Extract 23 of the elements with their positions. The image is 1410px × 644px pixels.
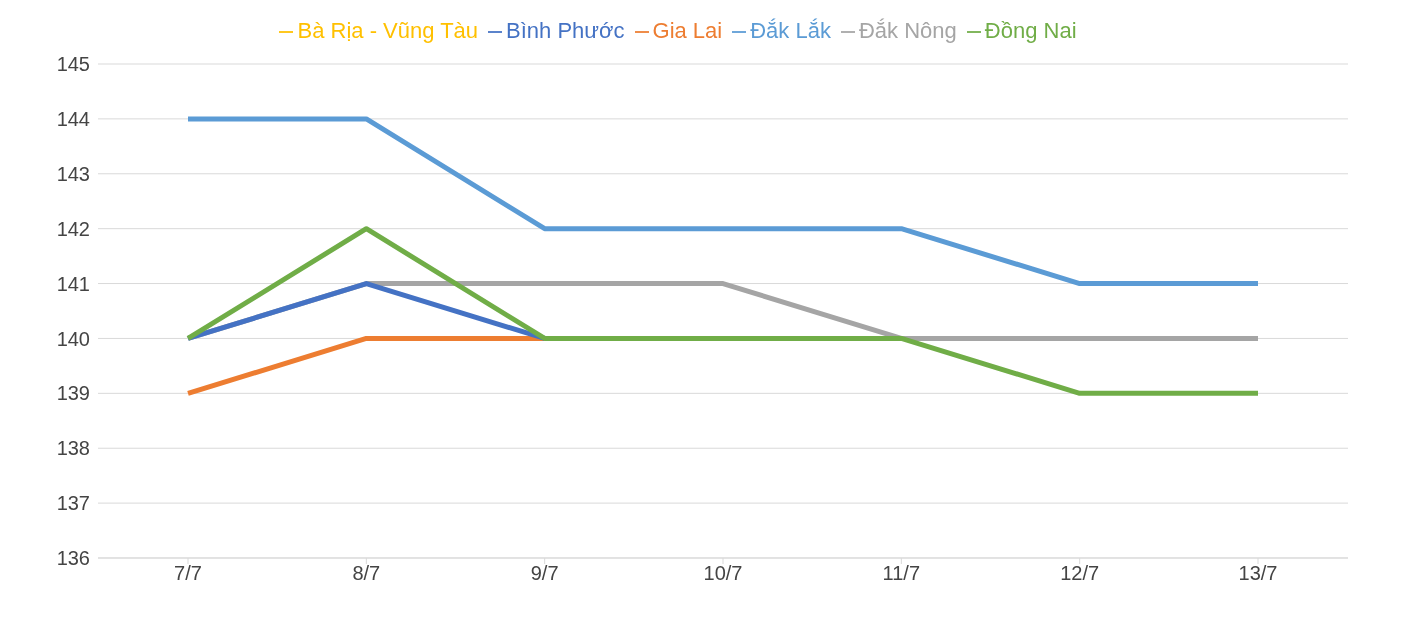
x-tick-label: 11/7 (882, 562, 921, 585)
y-tick-label: 145 (56, 53, 90, 76)
x-tick-label: 9/7 (530, 562, 559, 585)
y-tick-label: 144 (56, 107, 90, 130)
x-tick-label: 7/7 (174, 562, 202, 585)
legend-label: Đồng Nai (984, 18, 1077, 43)
x-tick-label: 13/7 (1238, 562, 1278, 585)
y-tick-label: 138 (56, 437, 90, 460)
y-tick-label: 141 (56, 272, 90, 295)
x-tick-label: 10/7 (703, 562, 743, 585)
x-tick-label: 12/7 (1060, 562, 1100, 585)
legend-label: Bà Rịa - Vũng Tàu (297, 18, 479, 43)
legend-label: Gia Lai (652, 18, 723, 43)
x-tick-label: 8/7 (352, 562, 381, 585)
y-tick-label: 139 (56, 382, 90, 405)
legend-label: Bình Phước (506, 18, 625, 43)
y-tick-label: 143 (56, 162, 90, 185)
legend-label: Đắk Nông (858, 18, 957, 43)
y-tick-label: 136 (56, 547, 90, 570)
y-tick-label: 137 (56, 492, 90, 515)
y-tick-label: 142 (56, 217, 90, 240)
legend-label: Đắk Lắk (750, 18, 831, 43)
y-tick-label: 140 (56, 327, 90, 350)
